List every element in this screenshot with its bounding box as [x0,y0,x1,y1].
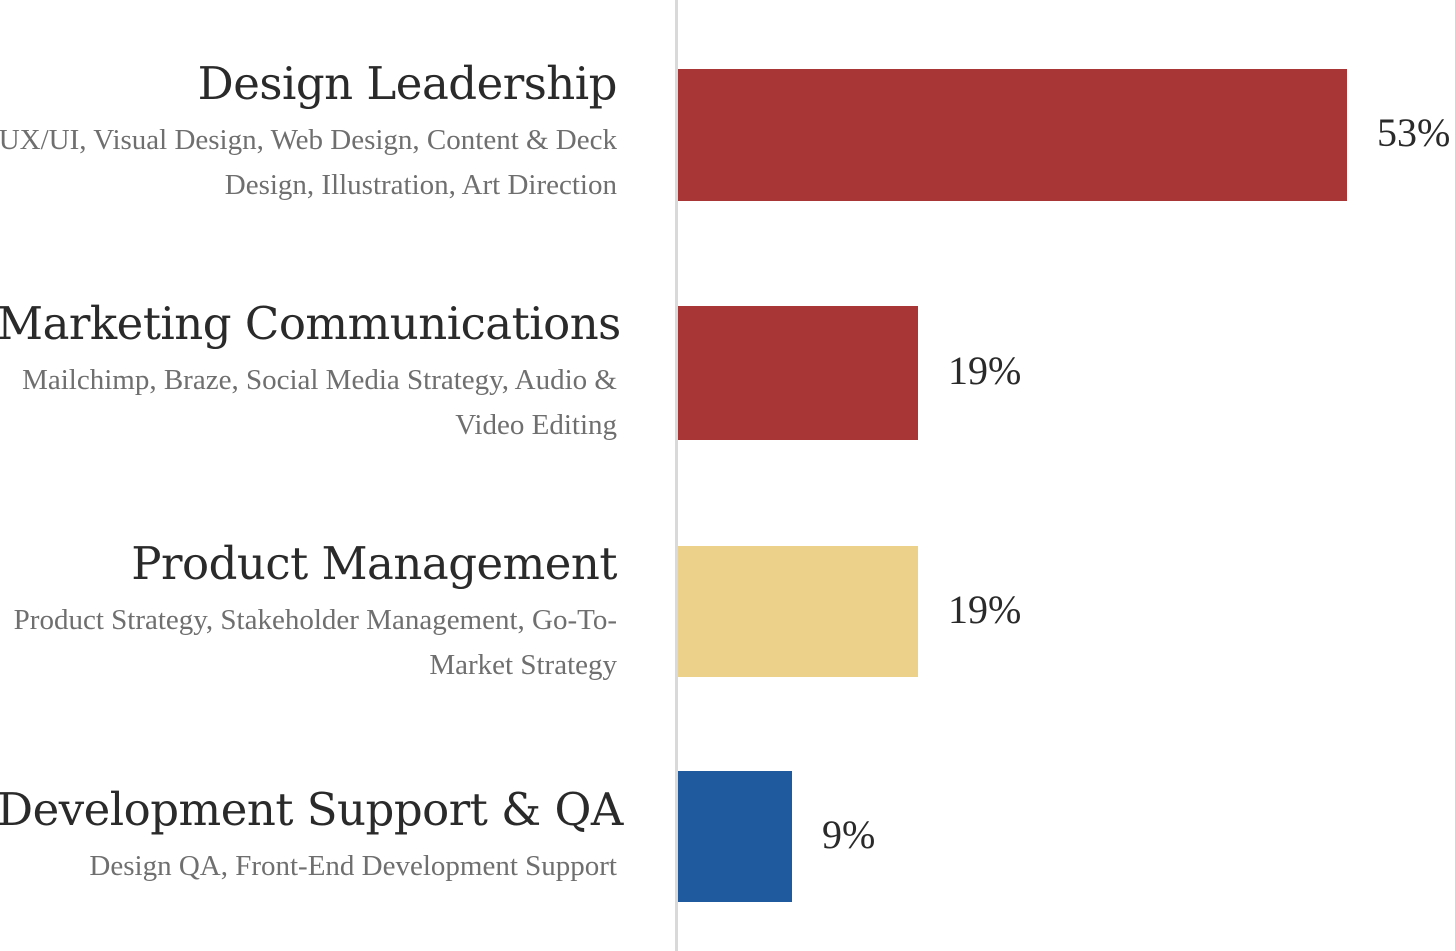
category-title: Design Leadership [197,57,618,110]
category-title: Development Support & QA [0,783,623,836]
category-title: Marketing Communications [0,297,621,350]
category-subtitle: Product Strategy, Stakeholder Management… [13,604,617,681]
category-label-block: Development Support & QA Design QA, Fron… [0,783,623,889]
category-label-block: Design Leadership UX/UI, Visual Design, … [0,57,618,208]
value-label: 19% [948,586,1022,632]
category-label-block: Product Management Product Strategy, Sta… [0,537,618,688]
category-title: Product Management [131,537,617,590]
bar [678,306,918,440]
value-label: 19% [948,348,1022,393]
bar [678,546,918,677]
value-label: 9% [822,811,876,857]
category-subtitle: Mailchimp, Braze, Social Media Strategy,… [22,364,617,441]
value-label: 53% [1377,110,1451,155]
bar [678,771,792,902]
bar [678,69,1347,201]
axis-line [675,0,678,951]
category-label-block: Marketing Communications Mailchimp, Braz… [0,297,621,448]
category-subtitle: UX/UI, Visual Design, Web Design, Conten… [0,124,617,201]
category-subtitle: Design QA, Front-End Development Support [89,850,617,882]
